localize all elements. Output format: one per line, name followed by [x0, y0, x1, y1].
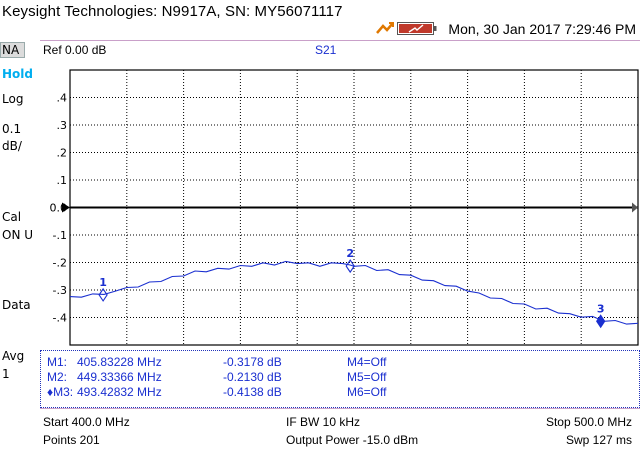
y-tick-label: .1 — [57, 174, 68, 187]
y-tick-label: .4 — [57, 92, 68, 105]
hold-status: Hold — [2, 67, 33, 81]
marker-value: -0.4138 dB — [223, 385, 282, 399]
y-tick-label: 0.0 — [50, 202, 68, 215]
marker-1-label: 1 — [99, 276, 107, 289]
cal-label: Cal — [2, 210, 22, 224]
network-icon[interactable] — [375, 21, 395, 35]
y-tick-label: -.3 — [53, 284, 67, 297]
marker-frequency: 405.83228 MHz — [77, 355, 162, 369]
y-tick-label: -.1 — [53, 229, 67, 242]
reference-marker-left — [62, 202, 70, 213]
start-frequency[interactable]: Start 400.0 MHz — [43, 415, 130, 429]
marker-off-status: M6=Off — [347, 385, 387, 399]
marker-3-symbol[interactable] — [596, 314, 606, 329]
scale-unit: dB/ — [2, 139, 22, 153]
instrument-title: Keysight Technologies: N9917A, SN: MY560… — [2, 3, 343, 20]
avg-value: 1 — [2, 367, 10, 381]
marker-label: ♦M3: — [47, 385, 74, 399]
mode-na-button[interactable]: NA — [0, 42, 25, 58]
marker-value: -0.2130 dB — [223, 370, 282, 384]
if-bandwidth[interactable]: IF BW 10 kHz — [286, 415, 361, 429]
y-tick-label: -.2 — [53, 257, 67, 270]
data-label: Data — [2, 298, 31, 312]
avg-label: Avg — [2, 349, 25, 363]
output-power[interactable]: Output Power -15.0 dBm — [286, 433, 419, 447]
sweep-time[interactable]: Swp 127 ms — [565, 433, 632, 447]
reference-marker-right — [632, 202, 638, 213]
trace-header: Ref 0.00 dB S21 — [40, 40, 640, 61]
marker-label: M2: — [47, 370, 68, 384]
s21-trace — [69, 260, 639, 325]
marker-off-status: M4=Off — [347, 355, 387, 369]
points-count[interactable]: Points 201 — [43, 433, 100, 447]
marker-1-symbol[interactable] — [98, 287, 108, 302]
marker-2-symbol[interactable] — [345, 259, 355, 274]
left-softkey-panel: NA Hold Log 0.1 dB/ Cal ON U Data Avg 1 — [0, 40, 40, 454]
y-tick-label: .2 — [57, 147, 68, 160]
marker-value: -0.3178 dB — [223, 355, 282, 369]
status-footer: Start 400.0 MHz Points 201 IF BW 10 kHz … — [40, 408, 640, 455]
date-time: Mon, 30 Jan 2017 7:29:46 PM — [448, 21, 636, 37]
reference-level: Ref 0.00 dB — [43, 43, 107, 57]
cal-status[interactable]: ON U — [2, 228, 34, 242]
marker-3-label: 3 — [597, 302, 605, 315]
marker-table: M1: 405.83228 MHz -0.3178 dB M4=Off M2: 449.3… — [40, 350, 640, 408]
y-tick-label: -.4 — [53, 312, 67, 325]
battery-icon — [397, 22, 437, 35]
marker-label: M1: — [47, 355, 68, 369]
y-tick-label: .3 — [57, 119, 68, 132]
title-bar: Keysight Technologies: N9917A, SN: MY560… — [0, 0, 640, 40]
measurement-label[interactable]: S21 — [315, 43, 337, 57]
scale-value: 0.1 — [2, 122, 22, 136]
marker-frequency: 449.33366 MHz — [77, 370, 162, 384]
stop-frequency[interactable]: Stop 500.0 MHz — [545, 415, 632, 429]
marker-2-label: 2 — [346, 247, 354, 260]
format-log[interactable]: Log — [2, 92, 24, 106]
measurement-plot[interactable]: .4 .3 .2 .1 0.0 -.1 -.2 -.3 -.4 1 2 3 — [40, 60, 640, 350]
marker-off-status: M5=Off — [347, 370, 387, 384]
marker-frequency: 493.42832 MHz — [77, 385, 162, 399]
